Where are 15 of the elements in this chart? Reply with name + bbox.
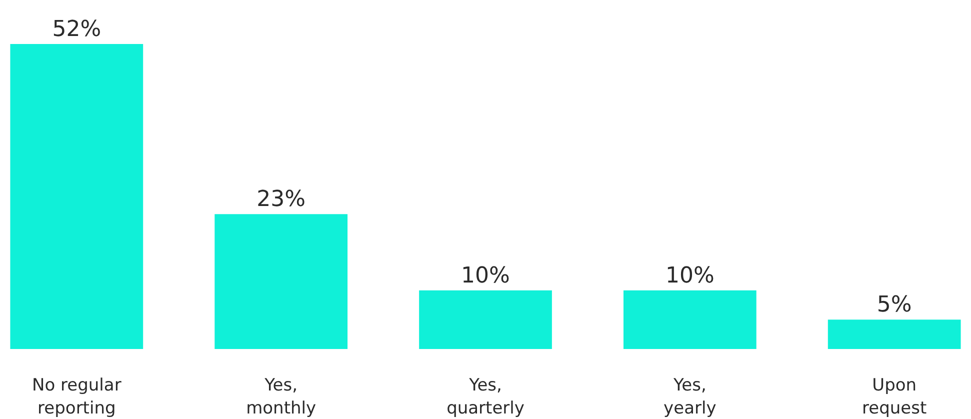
data-label: 23% <box>256 187 306 212</box>
bar <box>419 290 552 349</box>
x-tick-label: Yes, yearly <box>664 376 716 418</box>
x-tick-label: Yes, monthly <box>246 376 316 418</box>
x-tick-label: No regular reporting <box>32 376 122 418</box>
bar <box>214 214 348 349</box>
bar <box>623 290 756 349</box>
x-tick-label: Yes, quarterly <box>446 376 524 418</box>
data-label: 52% <box>52 17 102 42</box>
bar <box>10 44 144 349</box>
bar <box>828 320 961 349</box>
x-tick-label: Upon request <box>862 376 927 418</box>
data-label: 5% <box>876 292 912 318</box>
data-label: 10% <box>665 263 714 288</box>
data-label: 10% <box>461 263 510 288</box>
